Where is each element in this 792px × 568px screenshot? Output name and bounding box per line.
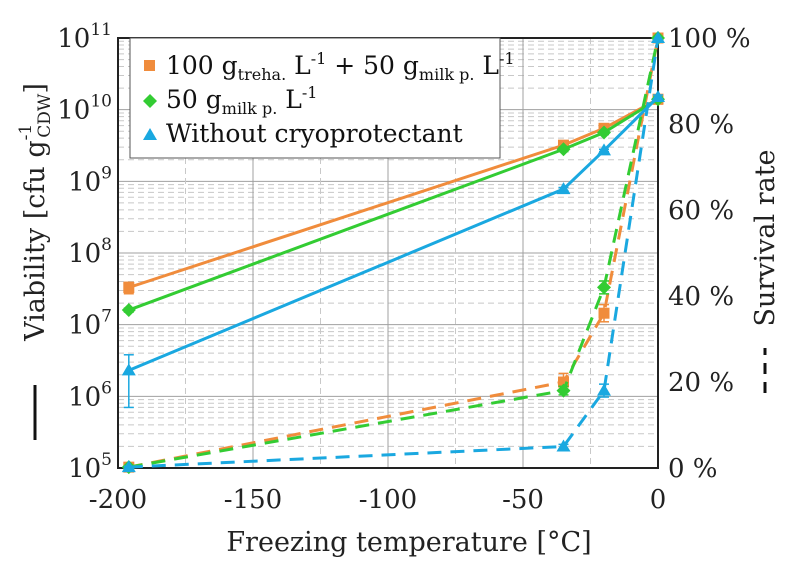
viability-point <box>597 143 611 156</box>
y-tick-label: 108 <box>68 235 112 269</box>
survival-point <box>598 307 610 319</box>
viability-point <box>556 142 571 157</box>
survival-point <box>558 376 569 388</box>
y2-tick-label: 0 % <box>668 454 718 484</box>
y-tick-label: 106 <box>68 378 112 412</box>
survival-point <box>556 383 571 398</box>
x-axis-title: Freezing temperature [°C] <box>226 527 591 558</box>
legend-label-1: 50 gmilk p. L-1 <box>166 83 317 118</box>
viability-point <box>121 363 136 376</box>
legend-marker-triangle <box>143 128 157 140</box>
viability-point <box>597 125 611 140</box>
y-tick-label: 105 <box>68 450 112 484</box>
x-tick-label: -100 <box>359 485 417 515</box>
viability-line <box>128 95 660 372</box>
y2-axis-title: Survival rate <box>750 149 781 326</box>
legend-item-2: Without cryoprotectant <box>143 119 463 148</box>
legend-marker-diamond <box>143 94 157 108</box>
legend-item-1: 50 gmilk p. L-1 <box>143 83 317 118</box>
x-tick-label: -50 <box>502 485 544 515</box>
legend-item-0: 100 gtreha. L-1 + 50 gmilk p. L-1 <box>144 49 515 84</box>
y2-tick-label: 100 % <box>668 24 751 54</box>
survival-point <box>556 439 571 452</box>
y2-tick-label: 20 % <box>668 368 734 398</box>
viability-point <box>651 90 665 103</box>
survival-point <box>597 383 611 396</box>
y-tick-label: 109 <box>68 163 112 197</box>
viability-line <box>128 97 659 312</box>
x-axis: -200 -150 -100 -50 0 <box>89 485 666 515</box>
y-tick-label: 1011 <box>57 20 112 54</box>
x-tick-label: -150 <box>224 485 282 515</box>
legend-label-0: 100 gtreha. L-1 + 50 gmilk p. L-1 <box>166 49 515 84</box>
viability-line <box>128 97 659 289</box>
survival-line <box>128 37 660 469</box>
x-tick-label: -200 <box>89 485 147 515</box>
legend-marker-square <box>144 60 155 71</box>
y-tick-label: 107 <box>68 307 112 341</box>
x-tick-label: 0 <box>650 485 667 515</box>
series-layer <box>121 31 665 475</box>
y-tick-label: 1010 <box>57 92 112 126</box>
y2-axis: 0 % 20 % 40 % 60 % 80 % 100 % <box>668 24 751 484</box>
legend-box <box>129 37 501 159</box>
legend: 100 gtreha. L-1 + 50 gmilk p. L-1 50 gmi… <box>129 37 515 159</box>
series-2 <box>121 31 665 473</box>
survival-point <box>651 31 665 43</box>
viability-point <box>123 282 135 294</box>
y-axis: 105 106 107 108 109 1010 1011 <box>57 20 112 484</box>
y-axis-title-group: Viability [cfu g-1CDW] <box>16 83 55 440</box>
y2-tick-label: 60 % <box>668 196 734 226</box>
survival-point <box>597 280 611 295</box>
y-axis-title: Viability [cfu g-1CDW] <box>16 83 55 342</box>
viability-point <box>556 182 571 195</box>
legend-label-2: Without cryoprotectant <box>166 119 463 148</box>
y2-tick-label: 40 % <box>668 282 734 312</box>
survival-line <box>128 37 660 469</box>
viability-point <box>121 303 136 318</box>
y2-axis-title-group: Survival rate <box>750 149 781 393</box>
survival-point <box>121 460 136 473</box>
y2-tick-label: 80 % <box>668 110 734 140</box>
